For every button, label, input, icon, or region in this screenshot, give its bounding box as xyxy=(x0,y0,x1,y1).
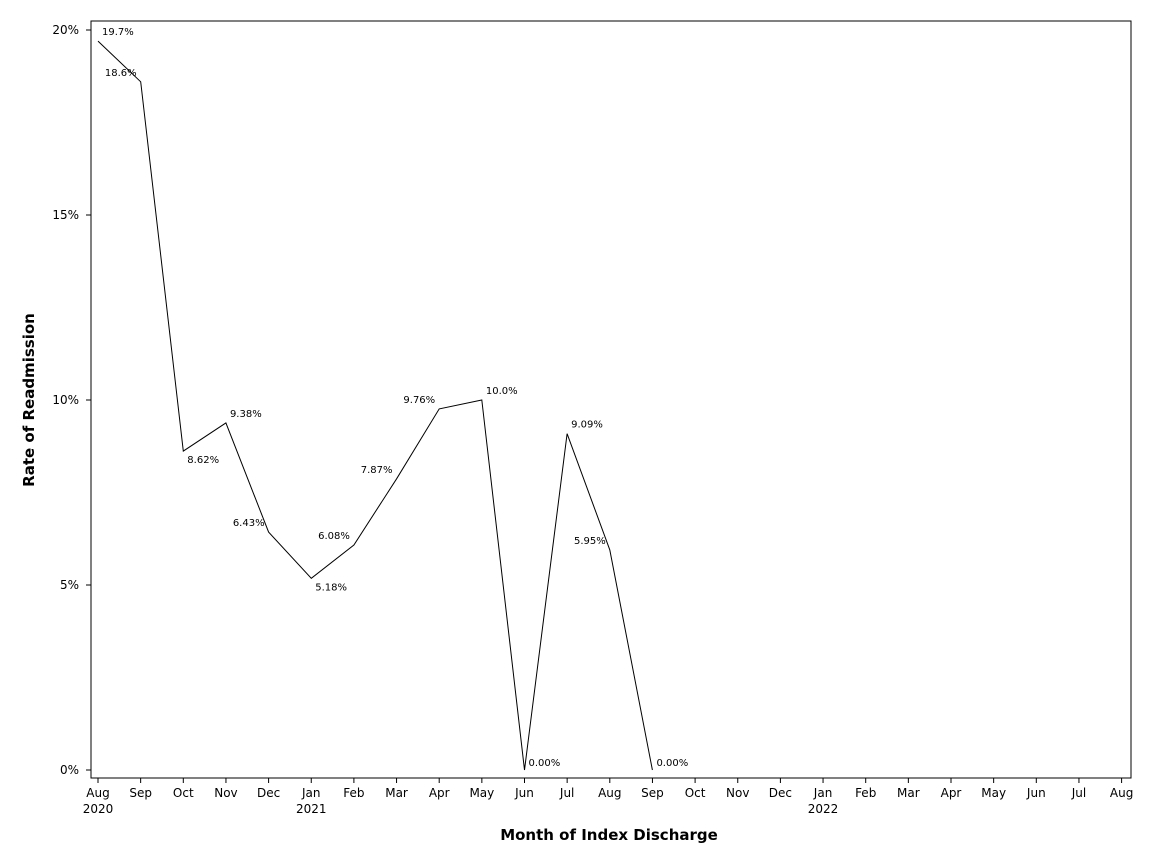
x-tick-year-label: 2021 xyxy=(296,802,327,816)
x-tick-label: Jan xyxy=(301,786,321,800)
x-tick-label: Nov xyxy=(726,786,749,800)
x-tick-label: Dec xyxy=(769,786,792,800)
x-tick-label: Jul xyxy=(559,786,574,800)
x-tick-label: Aug xyxy=(1110,786,1133,800)
x-tick-label: Jun xyxy=(514,786,534,800)
data-label: 6.08% xyxy=(318,531,350,542)
y-tick-label: 5% xyxy=(60,578,79,592)
x-tick-label: Oct xyxy=(685,786,706,800)
data-label: 18.6% xyxy=(105,68,137,79)
data-label: 5.95% xyxy=(574,536,606,547)
data-label: 6.43% xyxy=(233,518,265,529)
x-tick-label: May xyxy=(469,786,494,800)
data-label: 0.00% xyxy=(529,758,561,769)
x-tick-label: Apr xyxy=(941,786,962,800)
x-tick-year-label: 2020 xyxy=(83,802,114,816)
plot-frame xyxy=(90,20,1132,779)
y-axis-title: Rate of Readmission xyxy=(20,313,38,487)
point-labels: 19.7% 18.6% 8.62% 9.38% 6.43% 5.18% 6.08% 7.87%… xyxy=(102,27,688,769)
data-label: 7.87% xyxy=(361,465,393,476)
data-label: 9.09% xyxy=(571,420,603,431)
x-tick-label: Dec xyxy=(257,786,280,800)
x-axis: Aug 2020 Sep Oct Nov Dec Jan 2021 Feb Mar Apr May Ju… xyxy=(83,778,1133,816)
x-tick-label: Aug xyxy=(86,786,109,800)
y-tick-label: 0% xyxy=(60,763,79,777)
x-tick-label: Sep xyxy=(641,786,664,800)
x-tick-label: Apr xyxy=(429,786,450,800)
y-tick-label: 15% xyxy=(52,208,79,222)
data-label: 0.00% xyxy=(656,758,688,769)
x-tick-label: Jan xyxy=(813,786,833,800)
y-tick-label: 10% xyxy=(52,393,79,407)
x-tick-label: May xyxy=(981,786,1006,800)
data-label: 10.0% xyxy=(486,386,518,397)
y-axis: 0% 5% 10% 15% 20% xyxy=(52,23,91,777)
data-label: 9.38% xyxy=(230,409,262,420)
data-label: 8.62% xyxy=(187,455,219,466)
x-tick-label: Mar xyxy=(385,786,408,800)
x-axis-title: Month of Index Discharge xyxy=(500,826,718,844)
x-tick-label: Sep xyxy=(129,786,152,800)
y-tick-label: 20% xyxy=(52,23,79,37)
x-tick-label: Feb xyxy=(855,786,876,800)
x-tick-label: Mar xyxy=(897,786,920,800)
data-label: 9.76% xyxy=(403,395,435,406)
x-tick-label: Feb xyxy=(343,786,364,800)
series-line xyxy=(97,40,653,771)
data-label: 19.7% xyxy=(102,27,134,38)
x-tick-label: Nov xyxy=(214,786,237,800)
x-tick-label: Jun xyxy=(1026,786,1046,800)
x-tick-year-label: 2022 xyxy=(808,802,839,816)
data-label: 5.18% xyxy=(315,582,347,593)
x-tick-label: Aug xyxy=(598,786,621,800)
x-tick-label: Oct xyxy=(173,786,194,800)
x-tick-label: Jul xyxy=(1071,786,1086,800)
